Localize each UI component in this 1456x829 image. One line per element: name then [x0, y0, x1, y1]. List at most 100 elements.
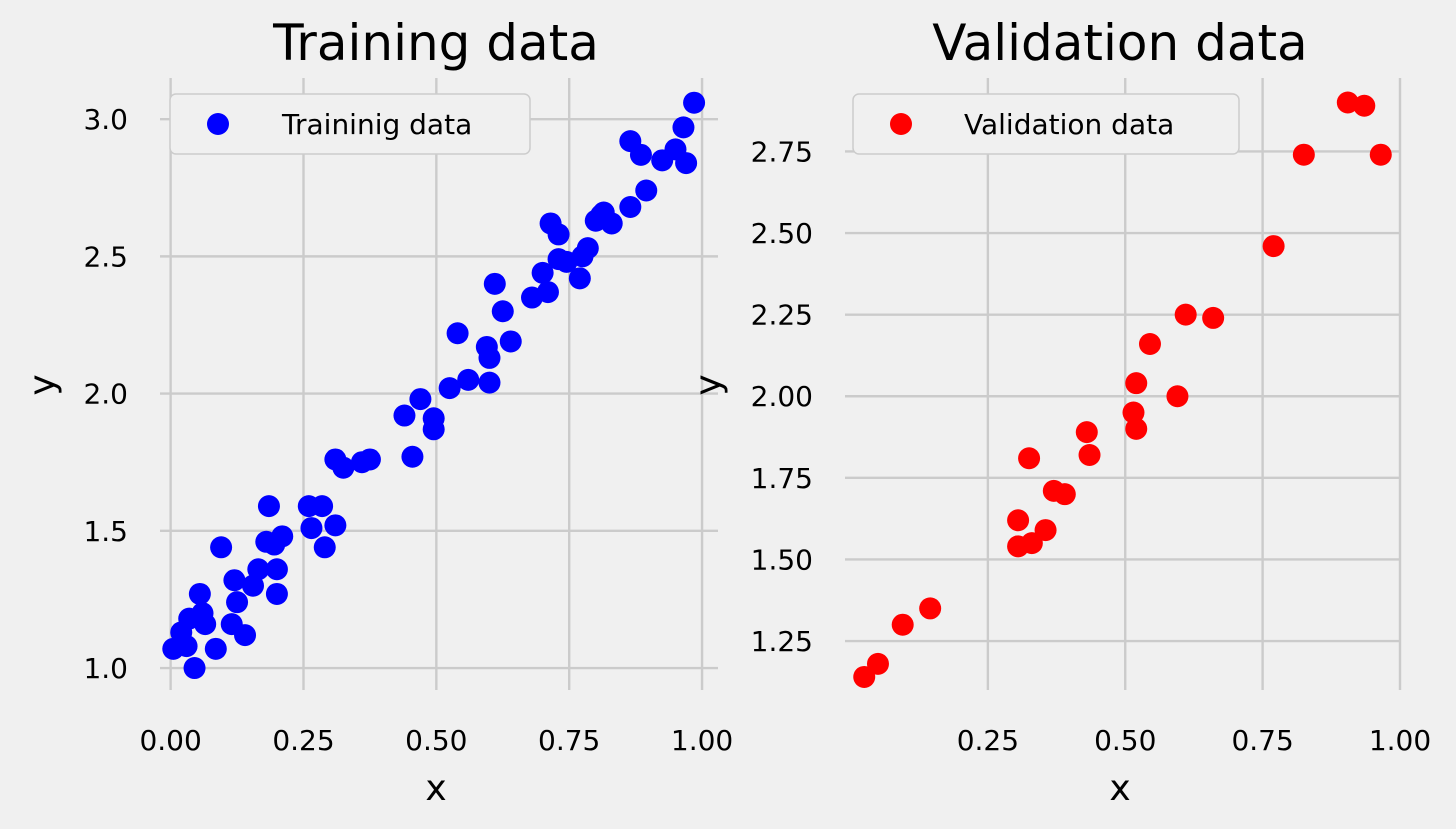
validation-data-point [1122, 401, 1145, 424]
validation-y-tick-label: 2.25 [751, 299, 813, 332]
training-legend-label: Traininig data [281, 108, 472, 141]
training-data-point [478, 371, 501, 394]
training-data-point [483, 272, 506, 295]
training-data-point [234, 624, 257, 647]
training-data-point [271, 525, 294, 548]
validation-legend-label: Validation data [964, 108, 1174, 141]
training-data-point [358, 448, 381, 471]
validation-y-tick-label: 1.50 [751, 543, 813, 576]
training-data-point [204, 637, 227, 660]
training-chart-title: Training data [272, 14, 599, 72]
training-y-tick-label: 1.0 [83, 652, 128, 685]
validation-y-tick-label: 1.75 [751, 462, 813, 495]
training-chart-panel: 0.00 0.25 0.50 0.75 1.00 1.0 1.5 2.0 2.5 3.0 Tra… [22, 14, 733, 809]
training-x-tick-label: 0.50 [405, 724, 467, 757]
training-points [162, 91, 706, 680]
validation-y-axis-label: y [688, 374, 729, 395]
validation-data-point [1125, 417, 1148, 440]
training-data-point [547, 223, 570, 246]
training-data-point [635, 179, 658, 202]
validation-data-point [1369, 143, 1392, 166]
training-legend-marker [207, 113, 229, 135]
validation-data-point [853, 665, 876, 688]
validation-data-point [1053, 483, 1076, 506]
training-data-point [247, 558, 270, 581]
validation-y-tick-label: 2.00 [751, 380, 813, 413]
training-x-tick-label: 0.25 [272, 724, 334, 757]
training-data-point [531, 261, 554, 284]
validation-x-tick-label: 1.00 [1369, 724, 1431, 757]
validation-y-tick-label: 2.75 [751, 135, 813, 168]
training-data-point [576, 237, 599, 260]
training-data-point [683, 91, 706, 114]
training-data-point [393, 404, 416, 427]
validation-chart-panel: 0.25 0.50 0.75 1.00 1.25 1.50 1.75 2.00 2.25 2.5… [688, 14, 1431, 809]
training-data-point [629, 143, 652, 166]
training-data-point [313, 536, 336, 559]
validation-legend-marker [890, 113, 912, 135]
training-data-point [446, 322, 469, 345]
training-data-point [491, 300, 514, 323]
validation-y-tick-label: 1.25 [751, 625, 813, 658]
training-y-ticks: 1.0 1.5 2.0 2.5 3.0 [83, 103, 128, 685]
training-data-point [257, 495, 280, 518]
validation-legend-box [852, 93, 1240, 155]
training-y-tick-label: 3.0 [83, 103, 128, 136]
training-data-point [210, 536, 233, 559]
training-data-point [457, 368, 480, 391]
training-data-point [422, 418, 445, 441]
training-data-point [300, 517, 323, 540]
validation-points [853, 91, 1392, 688]
validation-legend: Validation data [852, 93, 1240, 155]
training-data-point [194, 613, 217, 636]
validation-data-point [1075, 421, 1098, 444]
validation-x-tick-label: 0.50 [1094, 724, 1156, 757]
training-legend-box [169, 93, 531, 155]
validation-x-axis-label: x [1109, 768, 1130, 809]
validation-data-point [1078, 443, 1101, 466]
training-data-point [401, 445, 424, 468]
validation-data-point [1020, 532, 1043, 555]
training-data-point [600, 212, 623, 235]
validation-data-point [1007, 509, 1030, 532]
training-data-point [499, 330, 522, 353]
validation-data-point [919, 597, 942, 620]
validation-data-point [1034, 519, 1057, 542]
validation-data-point [1138, 333, 1161, 356]
validation-data-point [1174, 303, 1197, 326]
training-y-tick-label: 2.0 [83, 378, 128, 411]
training-x-tick-label: 0.00 [139, 724, 201, 757]
training-data-point [265, 558, 288, 581]
training-data-point [619, 195, 642, 218]
validation-x-tick-label: 0.25 [957, 724, 1019, 757]
validation-data-point [866, 652, 889, 675]
training-y-tick-label: 1.5 [83, 515, 128, 548]
training-data-point [188, 582, 211, 605]
training-data-point [183, 657, 206, 680]
validation-chart-title: Validation data [932, 14, 1307, 72]
training-data-point [175, 635, 198, 658]
validation-data-point [1202, 306, 1225, 329]
training-data-point [265, 582, 288, 605]
validation-y-tick-label: 2.50 [751, 217, 813, 250]
training-grid [160, 78, 718, 690]
training-data-point [478, 346, 501, 369]
training-data-point [536, 281, 559, 304]
training-data-point [409, 388, 432, 411]
validation-y-ticks: 1.25 1.50 1.75 2.00 2.25 2.50 2.75 [751, 135, 813, 658]
training-data-point [675, 152, 698, 175]
training-data-point [672, 116, 695, 139]
training-x-ticks: 0.00 0.25 0.50 0.75 1.00 [139, 724, 733, 757]
validation-x-tick-label: 0.75 [1231, 724, 1293, 757]
validation-data-point [1336, 91, 1359, 114]
validation-data-point [1262, 235, 1285, 258]
training-data-point [226, 591, 249, 614]
training-data-point [311, 495, 334, 518]
validation-data-point [1018, 447, 1041, 470]
validation-data-point [1292, 143, 1315, 166]
validation-data-point [1125, 372, 1148, 395]
training-y-tick-label: 2.5 [83, 240, 128, 273]
training-data-point [324, 514, 347, 537]
training-data-point [438, 377, 461, 400]
